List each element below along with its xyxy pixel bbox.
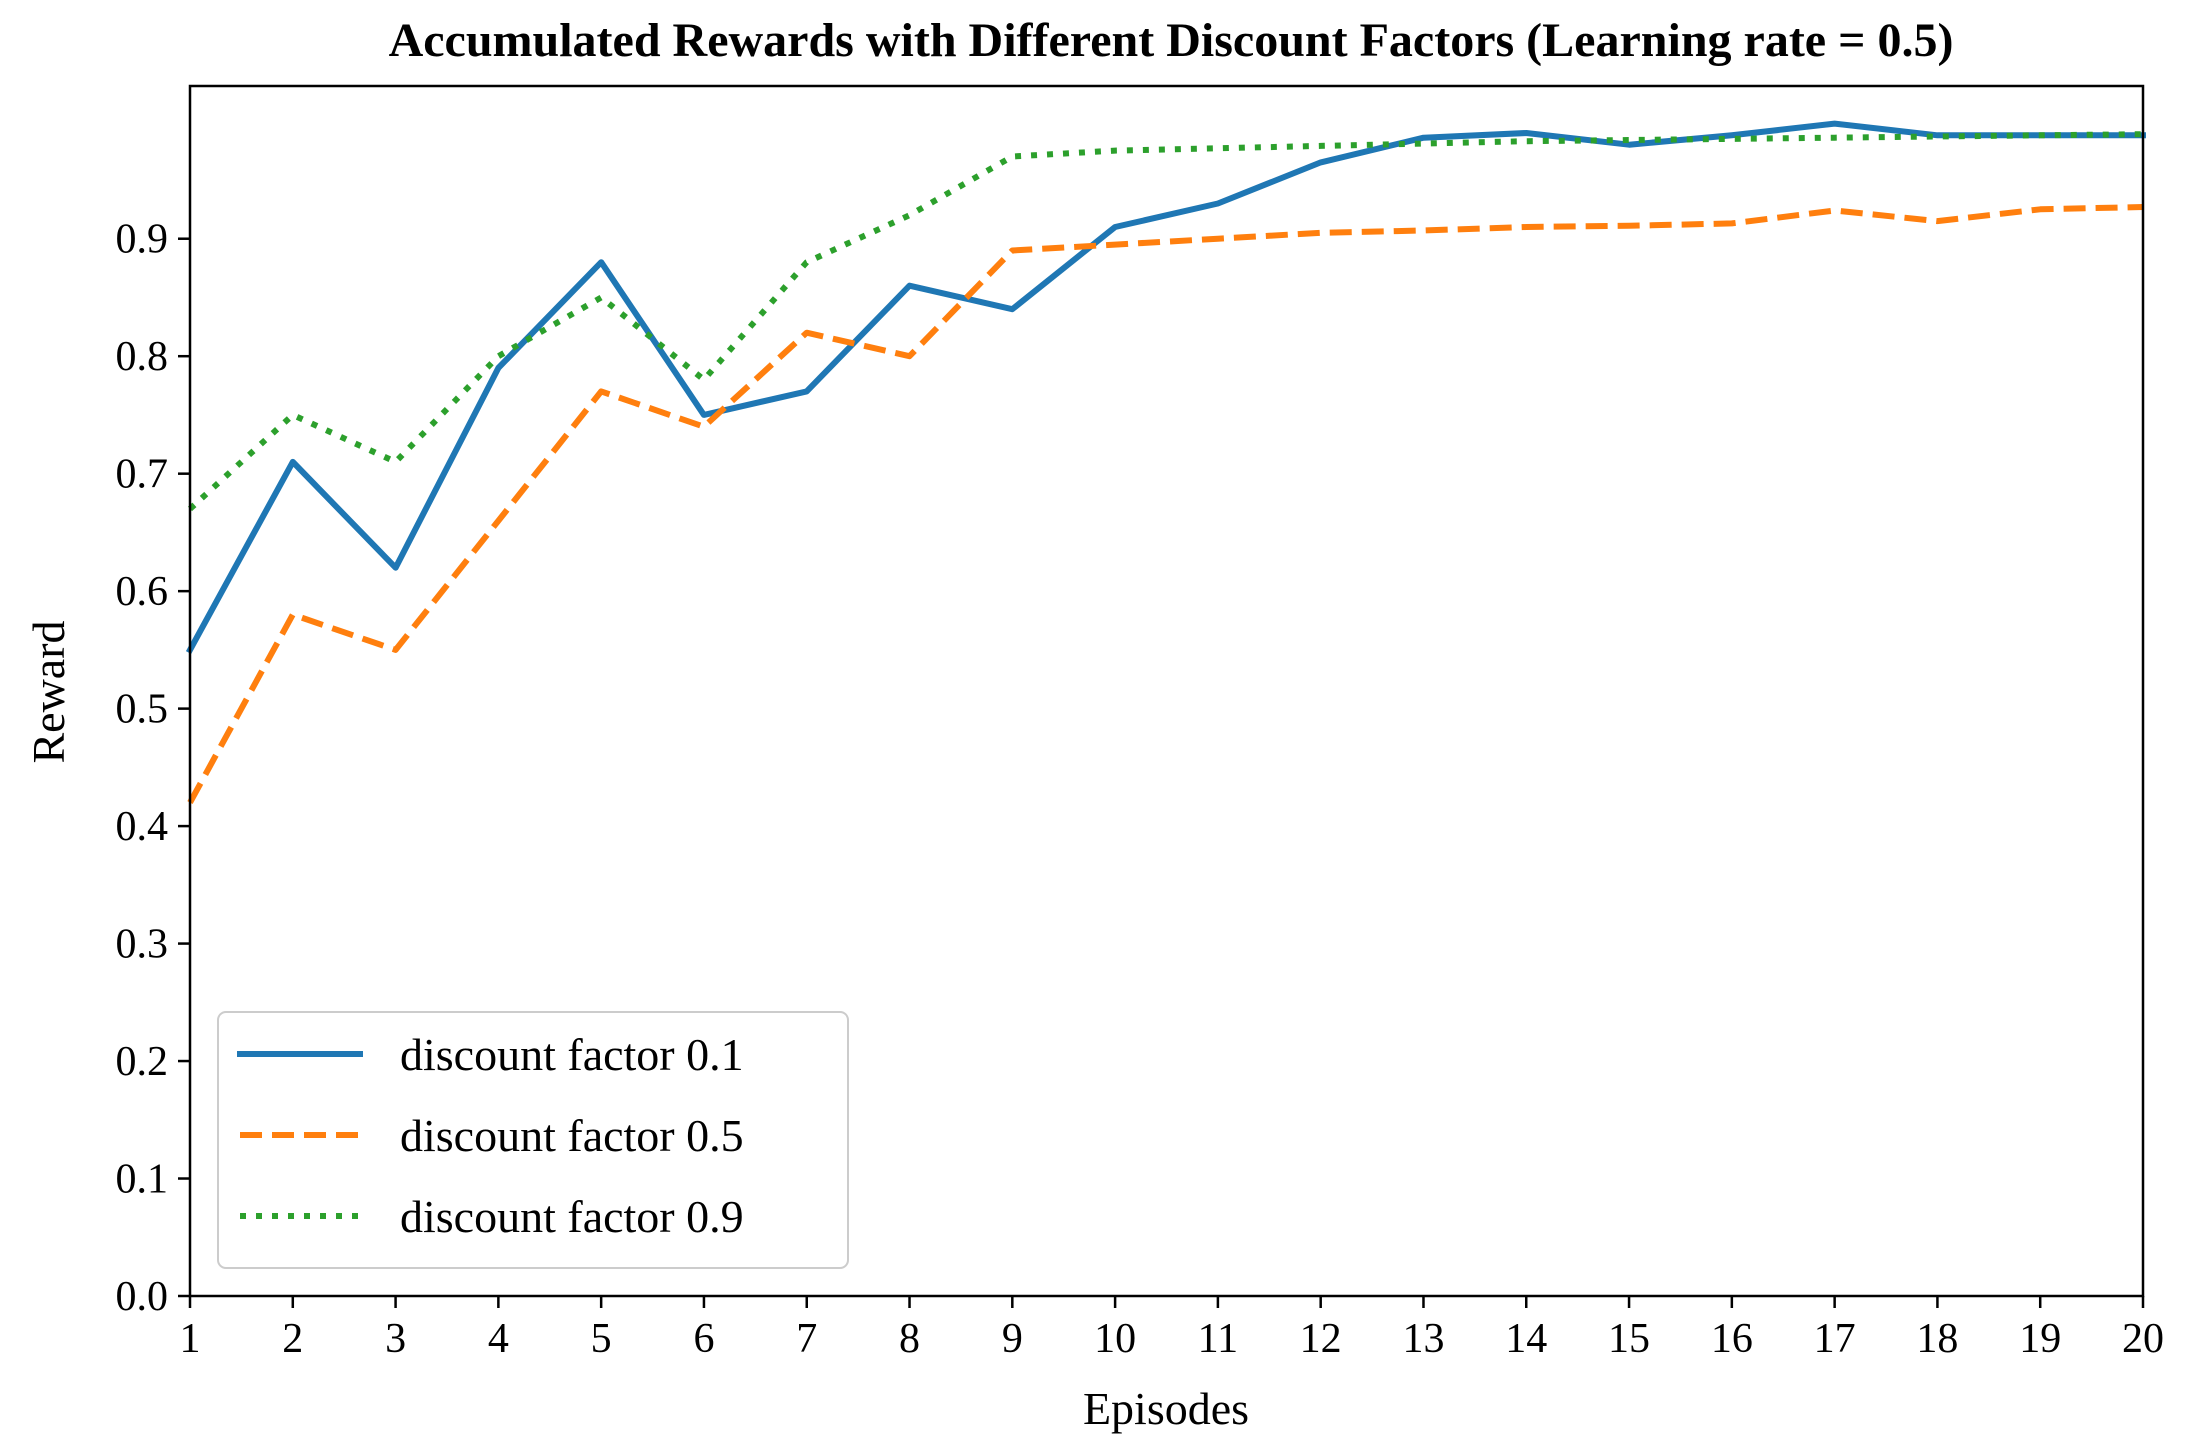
x-tick-label: 19 xyxy=(2019,1316,2061,1362)
y-tick-label: 0.5 xyxy=(116,687,169,733)
axes-layer xyxy=(188,84,2145,1298)
x-tick-label: 2 xyxy=(282,1316,303,1362)
x-tick-label: 14 xyxy=(1505,1316,1547,1362)
x-tick-label: 7 xyxy=(796,1316,817,1362)
x-tick-label: 11 xyxy=(1198,1316,1238,1362)
series-line-2 xyxy=(187,204,2144,805)
x-tick-label: 13 xyxy=(1402,1316,1444,1362)
y-tick-layer: 0.0 0.1 0.2 0.3 0.4 0.5 0.6 0.7 0.8 0.9 xyxy=(116,217,190,1320)
legend-label-3: discount factor 0.9 xyxy=(400,1191,744,1242)
x-tick-label: 6 xyxy=(693,1316,714,1362)
x-tick-layer: 1 2 3 4 5 6 7 8 9 10 11 12 13 14 15 16 17 18 19 20 xyxy=(180,1296,2164,1362)
y-axis-label: Reward xyxy=(23,620,74,763)
x-tick-label: 4 xyxy=(488,1316,509,1362)
legend: discount factor 0.1 discount factor 0.5 di… xyxy=(217,1011,849,1269)
x-tick-label: 18 xyxy=(1916,1316,1958,1362)
x-tick-label: 15 xyxy=(1608,1316,1650,1362)
x-tick-label: 12 xyxy=(1300,1316,1342,1362)
chart-title: Accumulated Rewards with Different Disco… xyxy=(389,14,1954,67)
series-line-1 xyxy=(185,120,2146,654)
x-axis-label: Episodes xyxy=(1083,1383,1249,1434)
y-tick-label: 0.0 xyxy=(116,1274,169,1320)
y-tick-label: 0.3 xyxy=(116,922,169,968)
x-tick-label: 1 xyxy=(180,1316,201,1362)
legend-label-1: discount factor 0.1 xyxy=(400,1029,744,1080)
y-tick-label: 0.2 xyxy=(116,1039,169,1085)
x-tick-label: 10 xyxy=(1094,1316,1136,1362)
x-tick-label: 8 xyxy=(899,1316,920,1362)
y-tick-label: 0.4 xyxy=(116,804,169,850)
y-tick-label: 0.9 xyxy=(116,217,169,263)
x-tick-label: 20 xyxy=(2122,1316,2164,1362)
series-line-3 xyxy=(187,131,2144,512)
y-tick-label: 0.7 xyxy=(116,452,169,498)
legend-label-2: discount factor 0.5 xyxy=(400,1110,744,1161)
legend-frame xyxy=(217,1011,849,1269)
plot-frame xyxy=(188,84,2145,1298)
x-tick-label: 5 xyxy=(591,1316,612,1362)
x-tick-label: 17 xyxy=(1814,1316,1856,1362)
legend-items: discount factor 0.1 discount factor 0.5 di… xyxy=(237,1029,744,1242)
series-layer xyxy=(185,120,2146,805)
y-tick-label: 0.1 xyxy=(116,1157,169,1203)
x-tick-label: 16 xyxy=(1711,1316,1753,1362)
x-tick-label: 9 xyxy=(1002,1316,1023,1362)
y-tick-label: 0.8 xyxy=(116,334,169,380)
x-tick-label: 3 xyxy=(385,1316,406,1362)
y-tick-label: 0.6 xyxy=(116,569,169,615)
